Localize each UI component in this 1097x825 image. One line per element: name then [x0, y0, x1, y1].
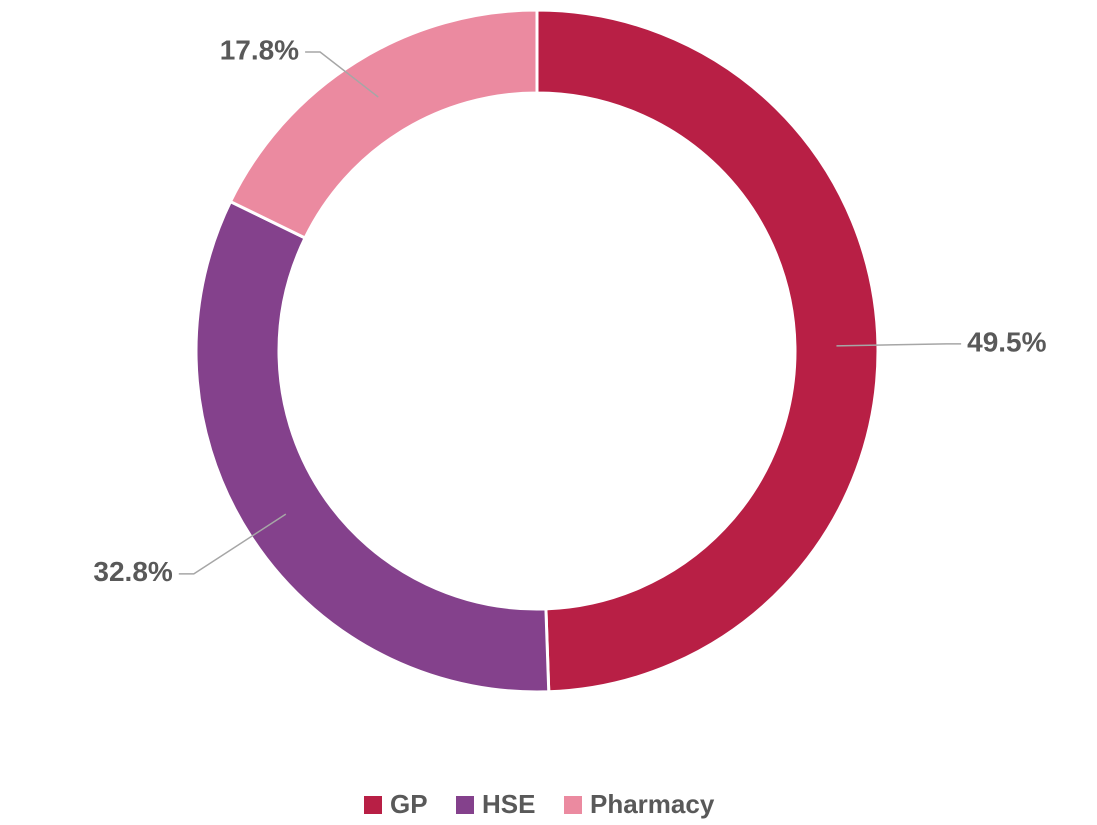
- legend-swatch: [564, 796, 582, 814]
- donut-slice: [535, 8, 880, 694]
- leader-line: [836, 343, 962, 347]
- data-label: 17.8%: [220, 34, 299, 65]
- legend-label: GP: [390, 789, 428, 819]
- donut-slice: [194, 199, 551, 694]
- leader-line: [178, 513, 287, 575]
- legend-swatch: [364, 796, 382, 814]
- donut-slice: [228, 8, 539, 240]
- legend-label: Pharmacy: [590, 789, 715, 819]
- data-label: 32.8%: [93, 556, 172, 587]
- data-label: 49.5%: [967, 326, 1046, 357]
- leader-line: [305, 51, 379, 98]
- legend-label: HSE: [482, 789, 535, 819]
- legend-swatch: [456, 796, 474, 814]
